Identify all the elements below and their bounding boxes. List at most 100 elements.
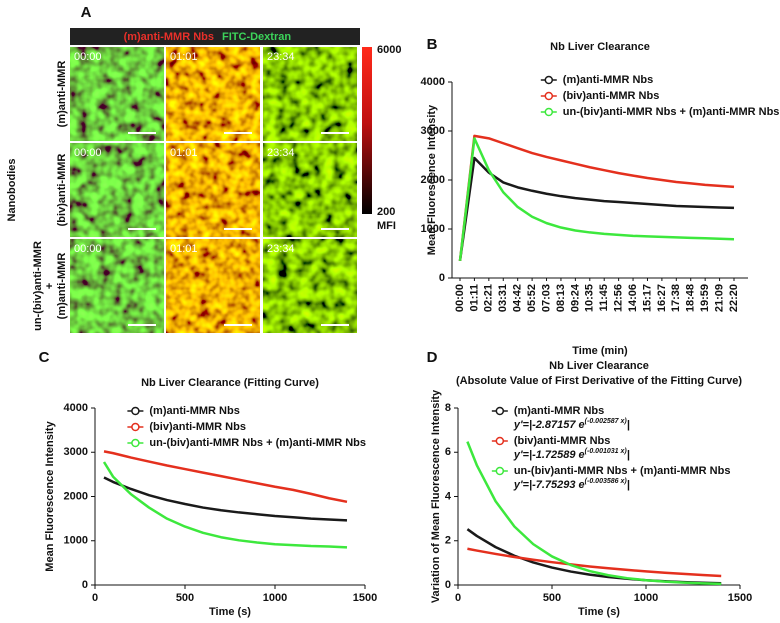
legend-label: un-(biv)anti-MMR Nbs + (m)anti-MMR Nbs [149, 437, 366, 449]
x-tick-label: 19:59 [699, 284, 711, 312]
micrograph [70, 239, 164, 333]
y-tick-label: 6 [445, 446, 451, 458]
header-red: (m)anti-MMR Nbs [124, 31, 214, 43]
x-tick-label: 08:13 [555, 284, 567, 312]
x-tick-label: 1500 [728, 592, 752, 604]
y-tick-label: 8 [445, 402, 451, 414]
micrograph [263, 47, 357, 141]
equation-end: | [627, 479, 630, 491]
group-label: Nanobodies [6, 159, 18, 222]
x-tick-label: 0 [92, 592, 98, 604]
legend-label: (biv)anti-MMR Nbs [149, 421, 246, 433]
timestamp: 23:34 [267, 243, 295, 255]
equation: y'=|-7.75293 e(-0.003586 x)| [513, 478, 630, 491]
legend-marker [495, 436, 505, 446]
y-axis-label: Mean Fluorescence Intensity [426, 104, 438, 255]
timestamp: 00:00 [74, 51, 102, 63]
colorbar-unit: MFI [377, 220, 396, 232]
y-tick-label: 1000 [421, 223, 445, 235]
x-tick-label: 15:17 [641, 284, 653, 312]
x-tick-label: 22:20 [728, 284, 740, 312]
legend-label: un-(biv)anti-MMR Nbs + (m)anti-MMR Nbs [514, 465, 731, 477]
timestamp: 23:34 [267, 147, 295, 159]
x-tick-label: 14:06 [627, 284, 639, 312]
timestamp: 23:34 [267, 51, 295, 63]
y-tick-label: 0 [445, 579, 451, 591]
x-tick-label: 04:42 [512, 284, 524, 312]
y-tick-label: 0 [439, 272, 445, 284]
x-tick-label: 1000 [263, 592, 287, 604]
legend-marker [544, 75, 554, 85]
equation-exponent: (-0.001031 x) [585, 448, 628, 455]
row-label: (biv)anti-MMR [56, 154, 68, 227]
legend-marker [495, 466, 505, 476]
y-tick-label: 2000 [421, 174, 445, 186]
colorbar-min: 200 [377, 206, 395, 218]
legend-marker [131, 406, 140, 416]
micrograph [263, 239, 357, 333]
series-line [103, 450, 348, 504]
y-axis-label: Mean Fluorescence Intensity [44, 420, 56, 571]
micrograph [166, 239, 260, 333]
x-tick-label: 16:27 [656, 284, 668, 312]
x-tick-label: 500 [176, 592, 194, 604]
chart-title: Nb Liver Clearance (Fitting Curve) [141, 377, 319, 389]
x-tick-label: 0 [455, 592, 461, 604]
series-line [458, 137, 735, 261]
equation-exponent: (-0.003586 x) [585, 478, 628, 485]
series-line [103, 476, 348, 522]
timestamp: 01:01 [170, 243, 198, 255]
equation-text: y'=|-7.75293 e [513, 479, 585, 491]
x-tick-label: 17:38 [670, 284, 682, 312]
x-tick-label: 03:31 [497, 284, 509, 312]
chart-title: Nb Liver Clearance [549, 360, 649, 372]
x-tick-label: 00:00 [454, 284, 466, 312]
x-tick-label: 500 [543, 592, 561, 604]
x-tick-label: 07:03 [540, 284, 552, 312]
series-line [467, 547, 722, 578]
x-tick-label: 09:24 [569, 283, 581, 312]
legend-marker [544, 91, 554, 101]
y-tick-label: 3000 [421, 125, 445, 137]
timestamp: 01:01 [170, 51, 198, 63]
series-line [458, 134, 735, 261]
panel-label: D [427, 349, 438, 366]
x-tick-label: 1000 [634, 592, 658, 604]
legend-label: (biv)anti-MMR Nbs [563, 90, 660, 102]
panel-label: B [427, 36, 438, 53]
x-tick-label: 02:21 [483, 284, 495, 312]
micrograph [70, 143, 164, 237]
row-label: un-(biv)anti-MMR [32, 241, 44, 331]
equation-text: y'=|-1.72589 e [513, 449, 585, 461]
equation-exponent: (-0.002587 x) [585, 418, 628, 425]
chart-title: Nb Liver Clearance [550, 41, 650, 53]
x-axis-label: Time (s) [578, 606, 620, 618]
micrograph [166, 47, 260, 141]
row-label: + [44, 283, 56, 289]
series-line [102, 461, 348, 549]
timestamp: 01:01 [170, 147, 198, 159]
y-tick-label: 2000 [64, 490, 88, 502]
y-tick-label: 0 [82, 579, 88, 591]
colorbar-max: 6000 [377, 44, 401, 56]
x-axis-label: Time (min) [572, 345, 628, 357]
header-green: FITC-Dextran [222, 31, 291, 43]
micrograph [166, 143, 260, 237]
x-tick-label: 12:56 [613, 284, 625, 312]
legend-label: (biv)anti-MMR Nbs [514, 435, 611, 447]
x-tick-label: 01:11 [468, 284, 480, 312]
equation: y'=|-1.72589 e(-0.001031 x)| [513, 448, 630, 461]
timestamp: 00:00 [74, 243, 102, 255]
y-axis-label: Variation of Mean Fluorescence Intensity [430, 389, 442, 603]
panel-label: A [81, 4, 92, 21]
equation-end: | [627, 449, 630, 461]
legend-marker [131, 438, 140, 448]
equation-text: y'=|-2.87157 e [513, 419, 585, 431]
legend-marker [544, 107, 554, 117]
equation: y'=|-2.87157 e(-0.002587 x)| [513, 418, 630, 431]
x-axis-label: Time (s) [209, 606, 251, 618]
micrograph [70, 47, 164, 141]
y-tick-label: 4000 [421, 76, 445, 88]
x-tick-label: 05:52 [526, 284, 538, 312]
